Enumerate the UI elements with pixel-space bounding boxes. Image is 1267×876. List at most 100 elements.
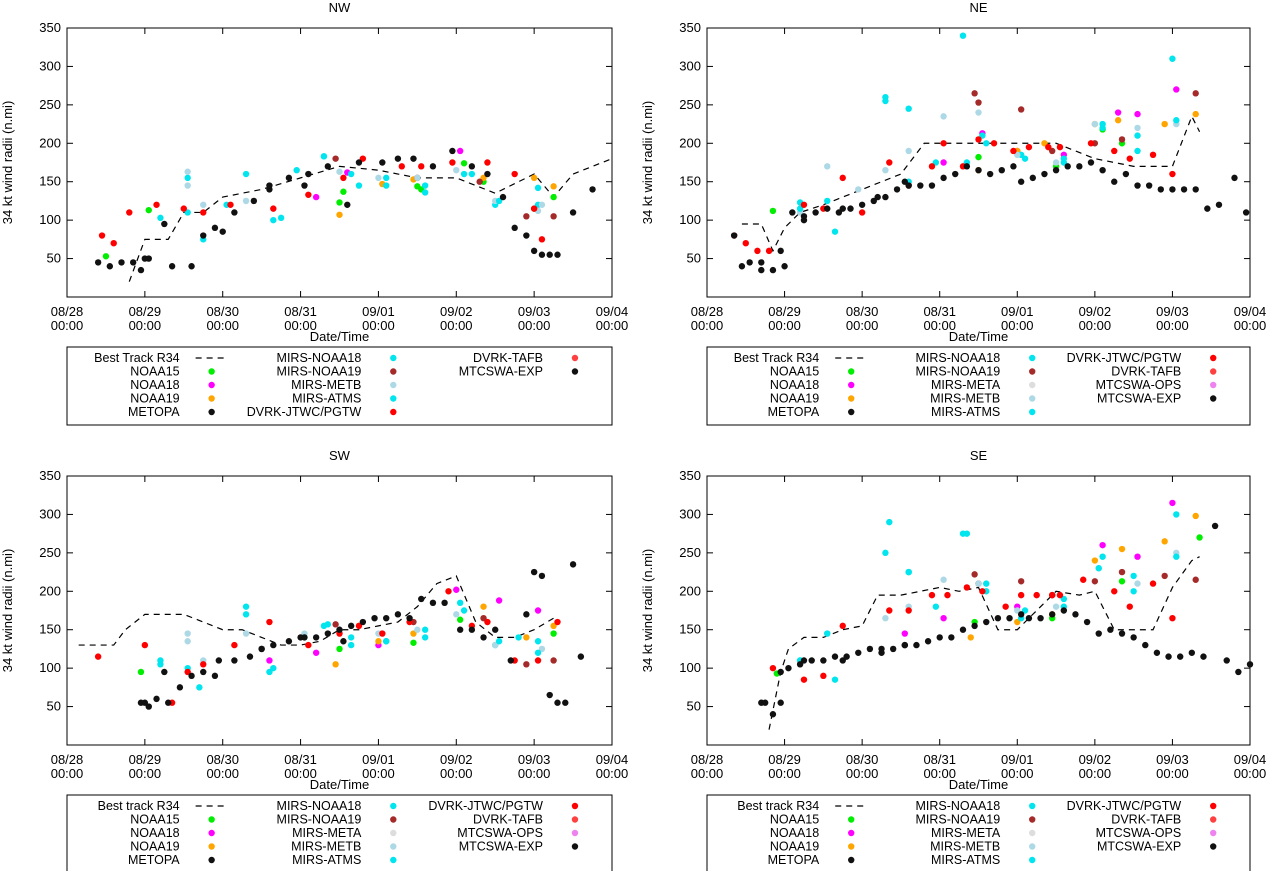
data-point-mirs-atms (347, 634, 355, 641)
y-tick-label: 350 (679, 468, 701, 483)
data-point-mirs-noaa19 (1118, 136, 1126, 143)
data-point-mirs-metb (1134, 580, 1141, 587)
data-point-dvrk-jtwc-pgtw (1126, 603, 1133, 610)
y-axis-label: 34 kt wind radii (n.mi) (0, 549, 15, 673)
data-point-mtcswa-exp (1122, 170, 1130, 178)
data-point-mtcswa-exp (1223, 657, 1230, 664)
legend-label: MIRS-NOAA18 (915, 351, 1000, 365)
x-tick-label: 08/29 (129, 752, 162, 767)
legend-marker-dot (1029, 816, 1036, 823)
data-point-mirs-atms (932, 603, 940, 610)
data-point-mirs-noaa18 (383, 182, 390, 189)
data-point-mirs-atms (882, 549, 889, 557)
data-point-dvrk-jtwc-pgtw (839, 174, 846, 182)
data-point-dvrk-jtwc-pgtw (979, 588, 986, 595)
data-point-mirs-atms (1173, 553, 1180, 560)
legend-label: NOAA18 (770, 826, 819, 840)
data-point-mtcswa-exp (1169, 186, 1176, 193)
legend-marker-dot (390, 354, 397, 362)
data-point-mirs-noaa18 (355, 182, 363, 189)
x-tick-label: 09/03 (518, 752, 551, 767)
data-point-mtcswa-exp (1188, 649, 1196, 656)
x-tick-label: 09/02 (440, 304, 473, 319)
data-point-mtcswa-exp (1037, 614, 1044, 622)
data-point-mirs-noaa19 (476, 178, 483, 185)
data-point-mtcswa-exp (975, 166, 982, 174)
data-point-mtcswa-exp (1095, 630, 1102, 637)
legend-label: DVRK-TAFB (473, 351, 543, 365)
data-point-mtcswa-exp (1235, 668, 1242, 676)
x-tick-label: 00:00 (923, 318, 956, 333)
data-point-mirs-atms (1099, 124, 1106, 132)
data-point-mirs-noaa19 (550, 657, 557, 664)
data-point-mtcswa-exp (1145, 182, 1153, 189)
data-point-dvrk-jtwc-pgtw (928, 163, 936, 170)
data-point-mirs-noaa18 (468, 170, 476, 178)
data-point-dvrk-jtwc-pgtw (355, 622, 363, 630)
data-point-mtcswa-exp (889, 645, 897, 653)
series-layer (78, 561, 585, 710)
data-point-mirs-noaa19 (523, 213, 530, 220)
data-point-dvrk-jtwc-pgtw (398, 163, 405, 170)
data-point-mtcswa-exp (983, 618, 990, 626)
x-tick-label: 08/31 (284, 304, 317, 319)
data-point-metopa (777, 247, 784, 255)
legend-marker-dot (571, 843, 579, 850)
x-tick-label: 00:00 (362, 318, 395, 333)
data-point-mirs-noaa19 (1091, 578, 1099, 585)
data-point-dvrk-jtwc-pgtw (1017, 591, 1025, 599)
data-point-metopa (340, 638, 347, 645)
y-tick-label: 200 (39, 135, 61, 150)
chart-title: NW (329, 0, 351, 15)
data-point-mtcswa-exp (118, 259, 125, 266)
data-point-mtcswa-exp (905, 182, 912, 189)
x-tick-label: 09/04 (1234, 752, 1267, 767)
data-point-mtcswa-exp (940, 174, 947, 182)
x-tick-label: 00:00 (768, 318, 801, 333)
data-point-mtcswa-exp (769, 266, 777, 274)
x-tick-label: 09/01 (1001, 752, 1034, 767)
legend-frame (66, 346, 613, 426)
data-point-dvrk-jtwc-pgtw (1169, 614, 1176, 622)
x-tick-label: 09/03 (1156, 752, 1189, 767)
data-point-mirs-noaa18 (242, 603, 250, 610)
x-tick-label: 08/30 (206, 752, 239, 767)
legend-label: DVRK-TAFB (473, 813, 543, 827)
chart-title: NE (969, 0, 987, 15)
data-point-metopa (211, 672, 219, 680)
data-point-mtcswa-exp (1246, 661, 1254, 668)
data-point-mtcswa-exp (893, 186, 901, 193)
legend-marker-dot (571, 354, 579, 362)
data-point-noaa18 (1099, 541, 1106, 549)
legend-label: MIRS-META (931, 378, 1001, 392)
data-point-metopa (758, 266, 765, 274)
legend-marker-dot (848, 368, 855, 375)
data-point-mtcswa-exp (406, 614, 413, 622)
data-point-mtcswa-exp (1029, 174, 1037, 182)
x-tick-label: 00:00 (51, 318, 84, 333)
data-point-mirs-metb (414, 174, 421, 182)
x-tick-label: 08/29 (768, 752, 801, 767)
data-point-mtcswa-exp (882, 193, 889, 201)
x-axis-label: Date/Time (310, 777, 369, 792)
data-point-mtcswa-exp (1064, 163, 1071, 170)
data-point-mtcswa-exp (1180, 186, 1188, 193)
data-point-mirs-noaa19 (971, 90, 978, 97)
legend-marker-dot (1029, 381, 1036, 389)
y-tick-label: 50 (47, 251, 61, 266)
data-point-mirs-atms (157, 214, 164, 222)
x-tick-label: 00:00 (518, 766, 551, 781)
data-point-mtcswa-exp (1041, 170, 1048, 178)
x-tick-label: 09/01 (1001, 304, 1034, 319)
data-point-mirs-metb (1134, 124, 1141, 132)
data-point-mtcswa-exp (847, 205, 854, 212)
data-point-mtcswa-exp (781, 263, 788, 270)
legend-label: MIRS-METB (930, 840, 1000, 854)
data-point-noaa19 (1161, 538, 1168, 545)
data-point-mtcswa-exp (1242, 209, 1250, 216)
data-point-mtcswa-exp (948, 634, 955, 641)
y-tick-label: 250 (679, 545, 701, 560)
legend-marker-dot (390, 395, 397, 402)
data-point-dvrk-jtwc-pgtw (231, 641, 238, 649)
